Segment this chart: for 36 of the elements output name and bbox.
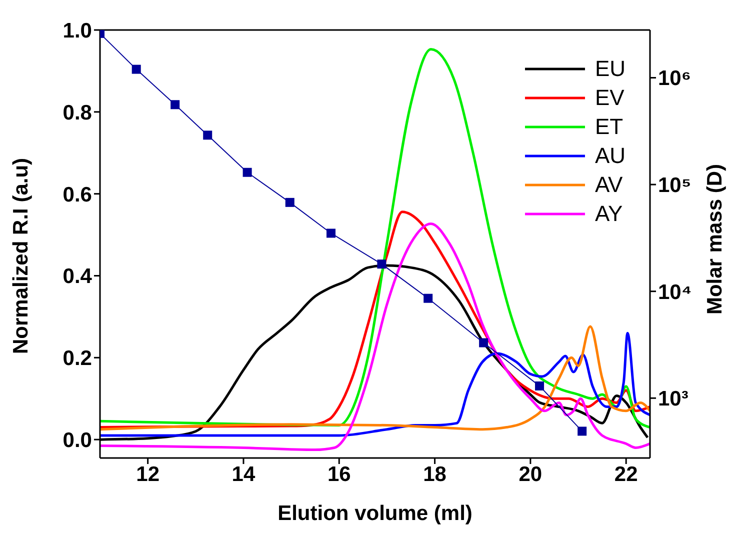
point <box>424 294 433 303</box>
y-tick-label: 0.4 <box>62 265 92 288</box>
x-tick-label: 12 <box>136 462 160 486</box>
y-tick-label: 0.6 <box>62 183 92 206</box>
point <box>170 100 180 110</box>
point <box>326 228 336 238</box>
x-tick-label: 20 <box>518 462 542 486</box>
y2-tick-label: 10⁴ <box>658 280 692 304</box>
y-tick-label: 0.0 <box>62 429 92 452</box>
y-tick-label: 0.2 <box>62 347 92 370</box>
x-axis-title: Elution volume (ml) <box>278 502 472 525</box>
legend-label: AV <box>595 172 623 198</box>
y-tick-label: 1.0 <box>62 19 92 42</box>
legend-label: AY <box>595 200 623 226</box>
point <box>479 338 488 348</box>
y2-tick-label: 10⁶ <box>658 67 692 90</box>
point <box>285 198 294 207</box>
point <box>535 381 544 390</box>
y2-axis-title: Molar mass (D) <box>703 164 726 315</box>
legend-label: ET <box>595 114 624 140</box>
point <box>242 168 252 177</box>
legend-label: EV <box>595 84 624 110</box>
y2-tick-label: 10⁵ <box>658 174 692 197</box>
y-tick-label: 0.8 <box>62 101 92 124</box>
point <box>377 260 386 269</box>
legend-label: EU <box>595 56 626 82</box>
y-axis-title: Normalized R.I (a.u) <box>9 158 32 354</box>
point <box>132 64 141 74</box>
point <box>578 426 587 436</box>
x-tick-label: 22 <box>614 462 638 486</box>
x-tick-label: 16 <box>327 462 351 486</box>
legend-label: AU <box>595 142 626 168</box>
point <box>203 130 212 140</box>
x-tick-label: 14 <box>232 462 256 486</box>
y2-tick-label: 10³ <box>658 388 688 411</box>
x-tick-label: 18 <box>423 462 447 486</box>
